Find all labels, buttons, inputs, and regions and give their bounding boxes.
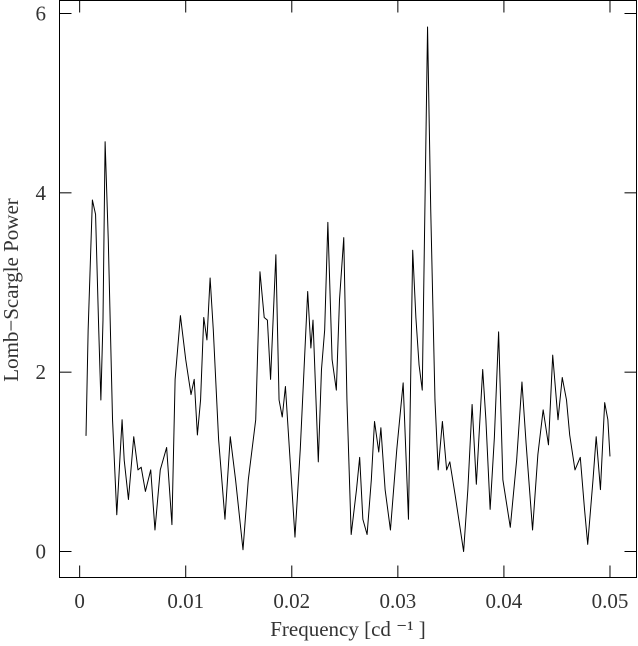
x-tick-label: 0.02	[273, 589, 310, 613]
x-tick-label: 0	[74, 589, 85, 613]
plot-frame	[59, 0, 637, 578]
y-axis-label: Lomb−Scargle Power	[0, 198, 23, 382]
y-tick-label: 2	[36, 360, 47, 384]
y-tick-label: 6	[36, 2, 47, 26]
x-tick-label: 0.03	[379, 589, 416, 613]
x-tick-label: 0.01	[167, 589, 204, 613]
y-tick-label: 0	[36, 539, 47, 563]
power-curve	[85, 26, 611, 552]
x-tick-label: 0.05	[592, 589, 629, 613]
x-axis-label: Frequency [cd ⁻¹ ]	[270, 617, 426, 641]
x-tick-label: 0.04	[486, 589, 523, 613]
y-tick-label: 4	[36, 181, 47, 205]
